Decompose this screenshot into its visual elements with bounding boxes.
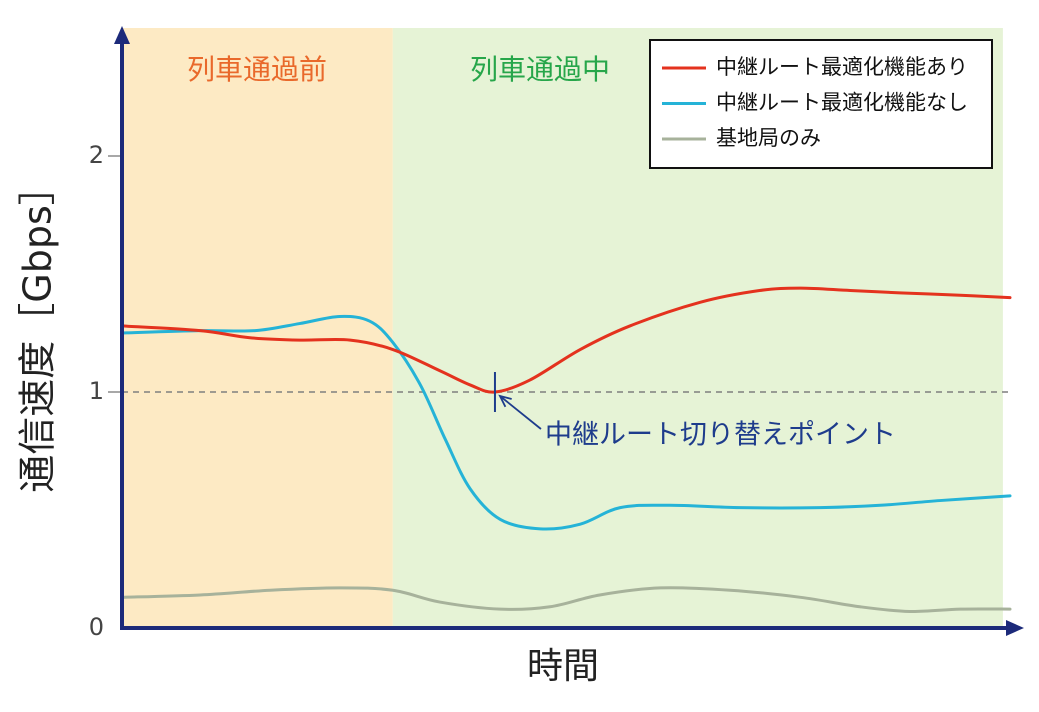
series-layer bbox=[120, 286, 1012, 614]
y-ticks: 0 1 2 bbox=[89, 141, 120, 641]
legend-label-1: 中継ルート最適化機能なし bbox=[716, 91, 968, 115]
series-line-2 bbox=[120, 586, 1012, 614]
annotation: 中継ルート切り替えポイント bbox=[493, 372, 896, 451]
y-axis-label: 通信速度［Gbps］ bbox=[16, 167, 60, 493]
y-tick-label-1: 1 bbox=[89, 377, 104, 405]
annotation-arrow-line bbox=[499, 395, 542, 430]
series-line-0 bbox=[120, 286, 1012, 394]
y-tick-label-0: 0 bbox=[89, 613, 104, 641]
y-tick-label-2: 2 bbox=[89, 141, 104, 169]
legend-label-2: 基地局のみ bbox=[716, 126, 821, 150]
region-label-0: 列車通過前 bbox=[187, 53, 327, 86]
series-line-1 bbox=[120, 314, 1012, 531]
region-label-1: 列車通過中 bbox=[470, 53, 610, 86]
annotation-text: 中継ルート切り替えポイント bbox=[545, 420, 896, 451]
legend-box bbox=[649, 39, 993, 169]
y-axis-arrowhead bbox=[114, 26, 130, 44]
legend-label-0: 中継ルート最適化機能あり bbox=[716, 55, 968, 79]
legend-item-0: 中継ルート最適化機能あり bbox=[662, 55, 968, 79]
x-axis-label: 時間 bbox=[527, 646, 599, 687]
legend-item-1: 中継ルート最適化機能なし bbox=[662, 91, 968, 115]
annotation-arrowhead bbox=[498, 394, 512, 408]
axes bbox=[114, 26, 1024, 636]
regions-layer: 列車通過前 列車通過中 bbox=[122, 28, 1003, 628]
legend-item-2: 基地局のみ bbox=[662, 126, 821, 150]
x-axis-arrowhead bbox=[1006, 620, 1024, 636]
